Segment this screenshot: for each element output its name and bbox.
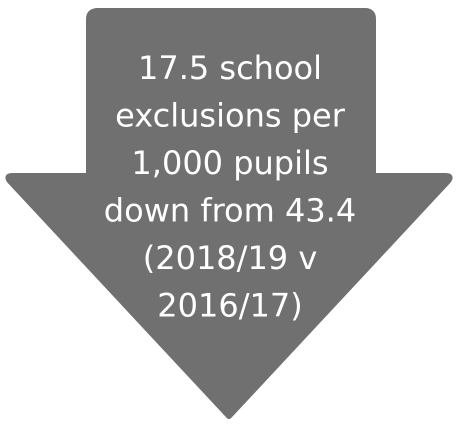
callout-line: 2016/17) xyxy=(157,287,302,325)
callout-text: 17.5 school exclusions per 1,000 pupils dow… xyxy=(104,49,356,325)
callout-line: 17.5 school xyxy=(138,49,322,87)
callout-line: 1,000 pupils xyxy=(131,144,328,182)
callout-line: down from 43.4 xyxy=(104,192,356,230)
callout-line: exclusions per xyxy=(115,97,346,135)
down-arrow xyxy=(5,8,453,419)
callout-line: (2018/19 v xyxy=(143,239,318,277)
